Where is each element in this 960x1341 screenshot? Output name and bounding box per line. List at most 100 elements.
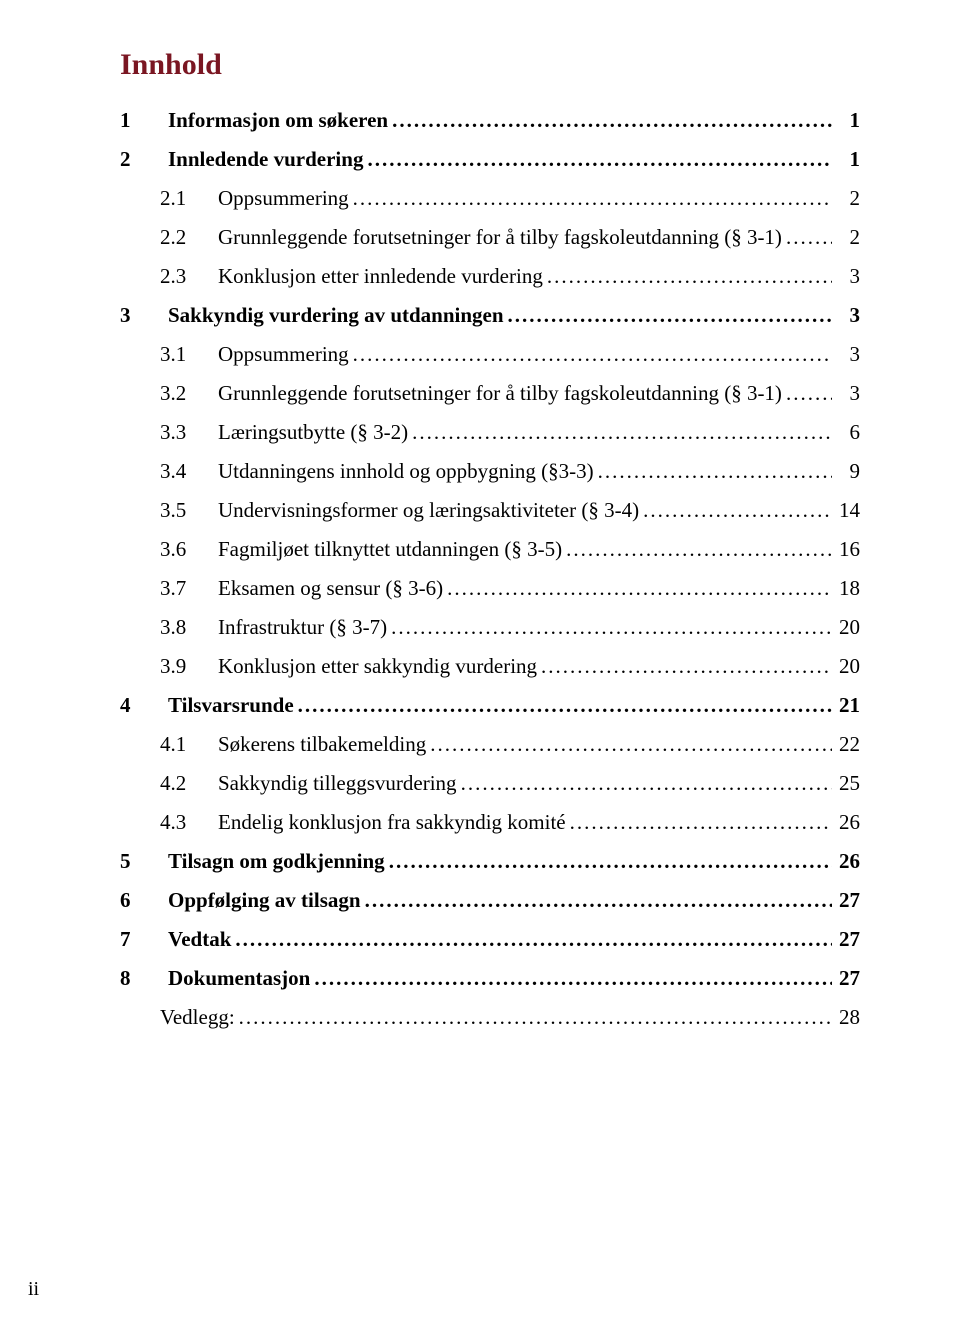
toc-entry: 3.8Infrastruktur (§ 3-7) 20 bbox=[120, 617, 860, 638]
toc-entry-page: 1 bbox=[832, 110, 860, 131]
toc-entry-label: Innledende vurdering bbox=[168, 149, 363, 170]
toc-entry-number: 2.2 bbox=[160, 227, 218, 248]
toc-entry-number: 3.4 bbox=[160, 461, 218, 482]
toc-leader-dots bbox=[231, 929, 832, 950]
toc-entry-label: Fagmiljøet tilknyttet utdanningen (§ 3-5… bbox=[218, 539, 562, 560]
toc-entry-page: 20 bbox=[832, 617, 860, 638]
toc-leader-dots bbox=[504, 305, 832, 326]
toc-leader-dots bbox=[639, 500, 832, 521]
toc-entry-number: 6 bbox=[120, 890, 168, 911]
toc-entry: 3.9Konklusjon etter sakkyndig vurdering 2… bbox=[120, 656, 860, 677]
toc-entry-label: Oppsummering bbox=[218, 188, 349, 209]
toc-entry-number: 7 bbox=[120, 929, 168, 950]
toc-entry: 8Dokumentasjon 27 bbox=[120, 968, 860, 989]
toc-entry-page: 3 bbox=[832, 383, 860, 404]
toc-entry-page: 26 bbox=[832, 851, 860, 872]
toc-entry: 3.3Læringsutbytte (§ 3-2) 6 bbox=[120, 422, 860, 443]
toc-entry-label: Utdanningens innhold og oppbygning (§3-3… bbox=[218, 461, 594, 482]
toc-entry-page: 27 bbox=[832, 968, 860, 989]
toc-leader-dots bbox=[537, 656, 832, 677]
toc-entry-label: Infrastruktur (§ 3-7) bbox=[218, 617, 387, 638]
toc-entry-number: 3.1 bbox=[160, 344, 218, 365]
toc-entry-page: 6 bbox=[832, 422, 860, 443]
toc-entry: 4.3Endelig konklusjon fra sakkyndig komi… bbox=[120, 812, 860, 833]
toc-entry-number: 3.2 bbox=[160, 383, 218, 404]
toc-entry-page: 27 bbox=[832, 929, 860, 950]
toc-entry-label: Sakkyndig tilleggsvurdering bbox=[218, 773, 457, 794]
toc-entry-label: Oppfølging av tilsagn bbox=[168, 890, 361, 911]
toc-entry-label: Oppsummering bbox=[218, 344, 349, 365]
toc-entry-number: 2 bbox=[120, 149, 168, 170]
toc-entry-label: Dokumentasjon bbox=[168, 968, 310, 989]
toc-entry-label: Konklusjon etter innledende vurdering bbox=[218, 266, 543, 287]
toc-entry-label: Tilsvarsrunde bbox=[168, 695, 294, 716]
toc-entry-number: 2.3 bbox=[160, 266, 218, 287]
toc-entry-label: Grunnleggende forutsetninger for å tilby… bbox=[218, 383, 782, 404]
toc-entry: 3.4Utdanningens innhold og oppbygning (§… bbox=[120, 461, 860, 482]
toc-entry: 5Tilsagn om godkjenning 26 bbox=[120, 851, 860, 872]
toc-entry: 2.3Konklusjon etter innledende vurdering… bbox=[120, 266, 860, 287]
toc-entry-page: 1 bbox=[832, 149, 860, 170]
toc-entry-label: Tilsagn om godkjenning bbox=[168, 851, 385, 872]
toc-entry-page: 2 bbox=[832, 188, 860, 209]
toc-entry: 3.2Grunnleggende forutsetninger for å ti… bbox=[120, 383, 860, 404]
toc-leader-dots bbox=[235, 1007, 832, 1028]
footer-page-number: ii bbox=[28, 1278, 39, 1301]
toc-entry: 2.2Grunnleggende forutsetninger for å ti… bbox=[120, 227, 860, 248]
toc-entry-page: 20 bbox=[832, 656, 860, 677]
toc-entry-number: 4 bbox=[120, 695, 168, 716]
toc-entry-number: 3.6 bbox=[160, 539, 218, 560]
toc-entry: 4.1Søkerens tilbakemelding22 bbox=[120, 734, 860, 755]
toc-entry-page: 3 bbox=[832, 266, 860, 287]
toc-entry-page: 14 bbox=[832, 500, 860, 521]
page-container: Innhold 1Informasjon om søkeren12Innlede… bbox=[0, 0, 960, 1341]
toc-leader-dots bbox=[782, 383, 832, 404]
toc-entry-number: 3.7 bbox=[160, 578, 218, 599]
toc-entry-label: Undervisningsformer og læringsaktivitete… bbox=[218, 500, 639, 521]
toc-entry-page: 21 bbox=[832, 695, 860, 716]
toc-entry: 6Oppfølging av tilsagn 27 bbox=[120, 890, 860, 911]
toc-entry-label: Læringsutbytte (§ 3-2) bbox=[218, 422, 408, 443]
toc-entry: Vedlegg:28 bbox=[120, 1007, 860, 1028]
toc-entry-page: 26 bbox=[832, 812, 860, 833]
toc-entry-page: 28 bbox=[832, 1007, 860, 1028]
toc-entry-label: Grunnleggende forutsetninger for å tilby… bbox=[218, 227, 782, 248]
toc-entry-number: 4.2 bbox=[160, 773, 218, 794]
toc-entry: 2.1Oppsummering2 bbox=[120, 188, 860, 209]
toc-leader-dots bbox=[363, 149, 832, 170]
toc-leader-dots bbox=[443, 578, 832, 599]
toc-leader-dots bbox=[594, 461, 832, 482]
toc-entry-number: 3.8 bbox=[160, 617, 218, 638]
toc-entry-number: 3.5 bbox=[160, 500, 218, 521]
toc-title: Innhold bbox=[120, 48, 860, 82]
toc-leader-dots bbox=[310, 968, 832, 989]
toc-entry-page: 25 bbox=[832, 773, 860, 794]
toc-entry: 3.6Fagmiljøet tilknyttet utdanningen (§ … bbox=[120, 539, 860, 560]
toc-entry-number: 8 bbox=[120, 968, 168, 989]
toc-entry-page: 9 bbox=[832, 461, 860, 482]
toc-leader-dots bbox=[349, 188, 832, 209]
toc-leader-dots bbox=[388, 110, 832, 131]
toc-leader-dots bbox=[457, 773, 832, 794]
toc-entry-number: 5 bbox=[120, 851, 168, 872]
toc-entry: 2Innledende vurdering 1 bbox=[120, 149, 860, 170]
toc-entry-page: 22 bbox=[832, 734, 860, 755]
toc-entry-number: 3.3 bbox=[160, 422, 218, 443]
toc-leader-dots bbox=[562, 539, 832, 560]
toc-leader-dots bbox=[782, 227, 832, 248]
toc-entry-number: 4.3 bbox=[160, 812, 218, 833]
toc-leader-dots bbox=[426, 734, 832, 755]
toc-entry-label: Søkerens tilbakemelding bbox=[218, 734, 426, 755]
toc-entry-page: 16 bbox=[832, 539, 860, 560]
toc-entry-label: Konklusjon etter sakkyndig vurdering bbox=[218, 656, 537, 677]
toc-entry: 3.7Eksamen og sensur (§ 3-6)18 bbox=[120, 578, 860, 599]
toc-entry-page: 27 bbox=[832, 890, 860, 911]
toc-entry-number: 3.9 bbox=[160, 656, 218, 677]
toc-entry: 4Tilsvarsrunde 21 bbox=[120, 695, 860, 716]
toc-entry: 3.1Oppsummering3 bbox=[120, 344, 860, 365]
toc-entry-page: 3 bbox=[832, 305, 860, 326]
toc-leader-dots bbox=[387, 617, 832, 638]
toc-entry: 7Vedtak27 bbox=[120, 929, 860, 950]
toc-entry-label: Endelig konklusjon fra sakkyndig komité bbox=[218, 812, 566, 833]
toc-entry-page: 2 bbox=[832, 227, 860, 248]
